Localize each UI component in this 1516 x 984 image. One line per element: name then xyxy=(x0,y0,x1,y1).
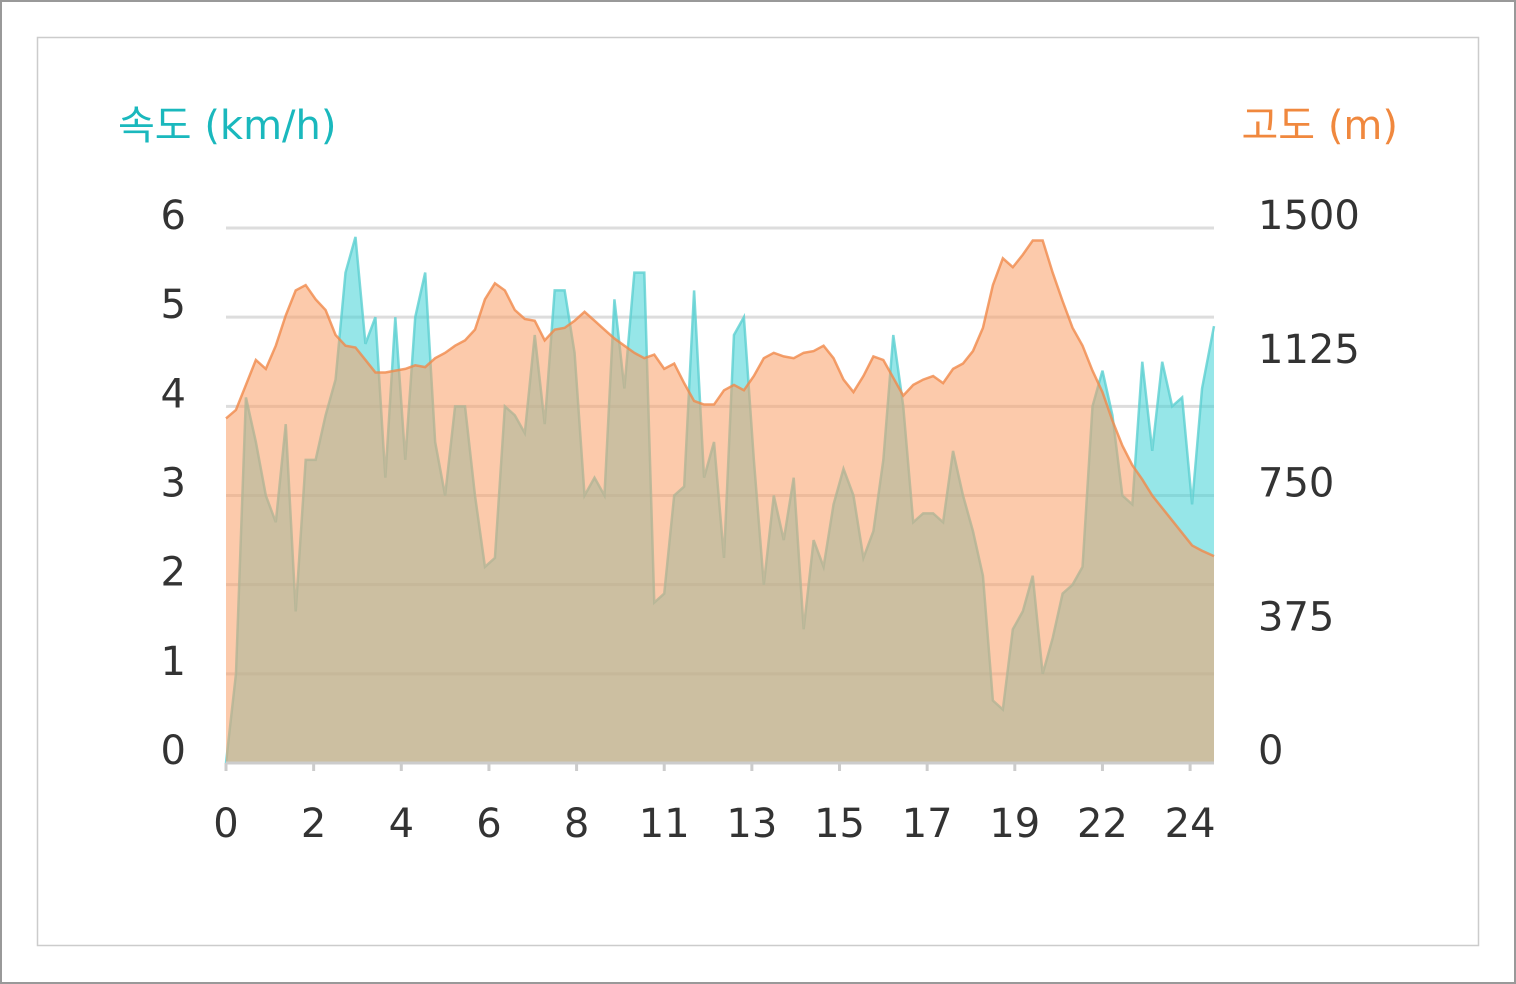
area-line xyxy=(225,239,1215,558)
y2-tick-label: 1500 xyxy=(1258,193,1360,239)
x-tick-label: 2 xyxy=(301,801,326,847)
y2-tick-label: 750 xyxy=(1258,461,1334,507)
y2-tick-label: 0 xyxy=(1258,728,1283,774)
y-tick-label: 5 xyxy=(161,282,186,328)
y-tick-label: 1 xyxy=(161,639,186,685)
y2-axis-title: 고도 (m) xyxy=(1242,103,1399,149)
x-tick-label: 24 xyxy=(1165,801,1216,847)
x-tick-label: 17 xyxy=(902,801,953,847)
x-tick-label: 11 xyxy=(639,801,690,847)
x-tick-label: 13 xyxy=(726,801,777,847)
y2-tick-label: 375 xyxy=(1258,594,1334,640)
y-axis-title: 속도 (km/h) xyxy=(118,103,336,149)
y-tick-label: 6 xyxy=(161,193,186,239)
x-tick-label: 6 xyxy=(476,801,501,847)
x-tick-label: 0 xyxy=(213,801,238,847)
y-tick-label: 3 xyxy=(161,461,186,507)
area-fill xyxy=(226,240,1214,763)
x-tick-label: 8 xyxy=(564,801,589,847)
x-tick-label: 15 xyxy=(814,801,865,847)
x-tick-label: 22 xyxy=(1077,801,1128,847)
x-tick-label: 4 xyxy=(389,801,414,847)
y2-tick-label: 1125 xyxy=(1258,327,1360,373)
y-tick-label: 0 xyxy=(161,728,186,774)
y-tick-label: 4 xyxy=(161,371,186,417)
y-tick-label: 2 xyxy=(161,550,186,596)
x-tick-label: 19 xyxy=(989,801,1040,847)
